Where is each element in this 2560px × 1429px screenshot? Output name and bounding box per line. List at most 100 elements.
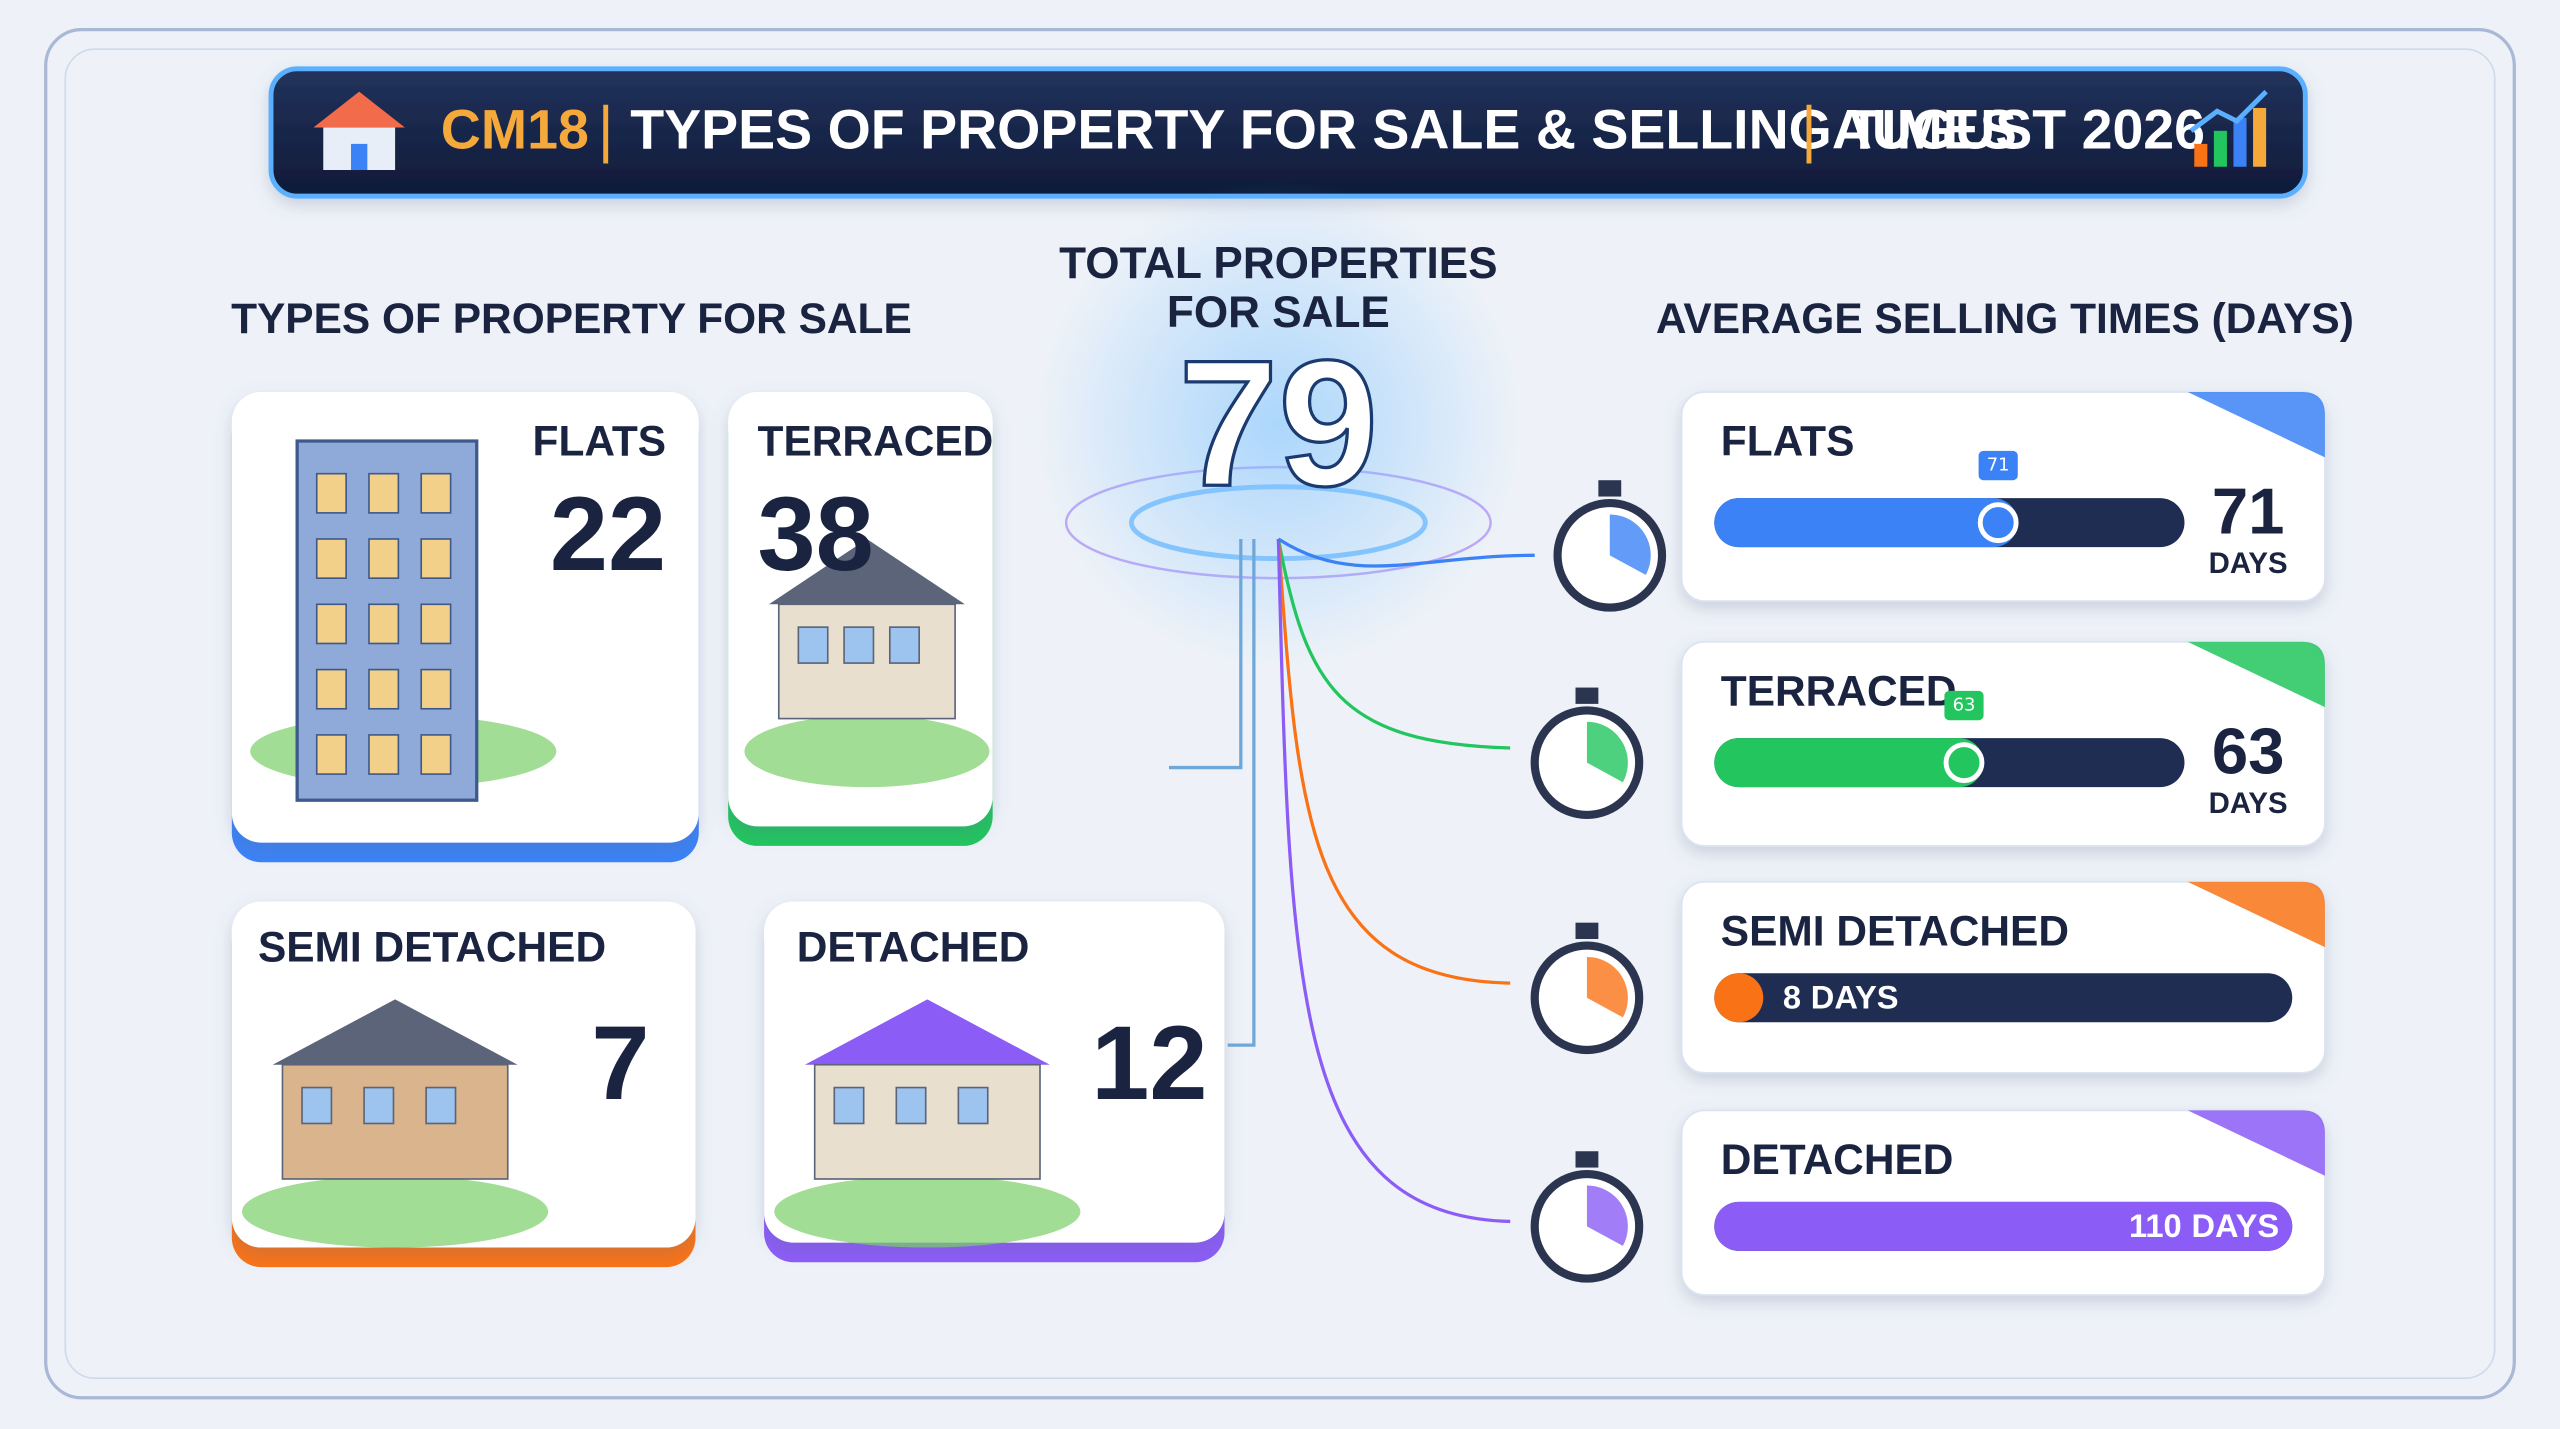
selling-time-row: SEMI DETACHED 8 DAYS <box>1530 881 2326 1074</box>
total-count: 79 <box>1178 323 1378 524</box>
card <box>1680 391 2326 602</box>
window <box>315 734 347 775</box>
stopwatch-sector <box>1609 514 1651 575</box>
property-card: SEMI DETACHED 7 <box>231 901 696 1268</box>
window <box>315 538 347 579</box>
days-unit: DAYS <box>1811 978 1899 1015</box>
bar <box>1714 738 1984 788</box>
roof <box>804 999 1050 1065</box>
total-label: FOR SALE <box>1167 288 1390 337</box>
stopwatch-button <box>1575 922 1599 939</box>
header-code: CM18 <box>441 99 589 161</box>
window <box>368 538 400 579</box>
days-unit: DAYS <box>2191 1207 2279 1244</box>
card-corner <box>2187 392 2325 458</box>
window <box>420 603 452 645</box>
lawn <box>744 715 990 788</box>
house-icon <box>313 91 405 171</box>
property-count: 12 <box>1091 1005 1207 1122</box>
window <box>425 1086 457 1125</box>
frame <box>44 27 2516 1400</box>
card-corner <box>2187 641 2325 708</box>
window <box>368 668 400 710</box>
property-count: 38 <box>758 476 874 593</box>
bar-name: FLATS <box>1721 418 1855 465</box>
days-unit: DAYS <box>2209 787 2288 820</box>
property-count: 22 <box>550 476 666 593</box>
window <box>888 626 920 664</box>
window <box>315 603 347 645</box>
days-value: 110 <box>2129 1207 2182 1244</box>
stopwatch-sector <box>1586 721 1628 783</box>
window <box>420 538 452 579</box>
lawn <box>774 1175 1081 1248</box>
days-value: 71 <box>2212 474 2285 547</box>
window <box>895 1086 927 1125</box>
property-card: FLATS 22 <box>231 392 699 863</box>
marker-bubble <box>1944 690 1984 721</box>
roof <box>768 538 965 605</box>
window <box>368 603 400 645</box>
roof <box>272 999 518 1065</box>
days-label: 8 DAYS <box>1783 978 1899 1015</box>
days-value: 63 <box>2212 714 2285 787</box>
lawn <box>242 1175 549 1248</box>
bar-name: DETACHED <box>1721 1136 1954 1183</box>
section-title: AVERAGE SELLING TIMES (DAYS) <box>1656 295 2354 342</box>
property-types: TYPES OF PROPERTY FOR SALE FLATS 22 TERRAC… <box>231 295 1225 1268</box>
header-date: AUGUST 2026 <box>1832 99 2205 161</box>
card-corner <box>2187 881 2325 948</box>
property-count: 7 <box>591 1005 649 1122</box>
bar-knob <box>1943 742 1985 784</box>
window <box>368 734 400 775</box>
window <box>797 626 829 664</box>
growth-icon <box>2189 89 2268 167</box>
property-name: FLATS <box>533 418 667 465</box>
glow <box>1033 179 1524 670</box>
header-title: TYPES OF PROPERTY FOR SALE & SELLING TIM… <box>630 99 2017 161</box>
card-corner <box>2187 1110 2325 1176</box>
window <box>420 734 452 775</box>
property-card: TERRACED 38 <box>728 392 993 846</box>
property-name: TERRACED <box>758 418 994 465</box>
bar <box>1714 498 2018 548</box>
days-value: 8 <box>1783 978 1801 1015</box>
window <box>420 472 452 514</box>
total-label: TOTAL PROPERTIES <box>1059 239 1497 288</box>
frame-inner <box>64 48 2496 1379</box>
bar <box>1714 1201 2293 1251</box>
window <box>363 1086 395 1125</box>
stopwatch-sector <box>1586 956 1628 1018</box>
days-label: 110 DAYS <box>2129 1207 2279 1244</box>
marker-value: 63 <box>1953 695 1976 716</box>
window <box>301 1086 333 1125</box>
window <box>368 472 400 514</box>
section-title: TYPES OF PROPERTY FOR SALE <box>231 295 912 342</box>
bar-track <box>1714 973 2293 1023</box>
property-name: DETACHED <box>797 924 1030 971</box>
bar-knob <box>1977 502 2019 544</box>
connectors <box>1168 537 1535 1224</box>
stopwatch-button <box>1575 687 1599 704</box>
marker-value: 71 <box>1987 455 2010 476</box>
bar <box>1714 973 1764 1023</box>
bar-name: TERRACED <box>1721 667 1957 714</box>
marker-bubble <box>1978 450 2018 481</box>
window <box>833 1086 865 1125</box>
stopwatch-button <box>1598 480 1622 497</box>
selling-time-row: DETACHED 110 DAYS <box>1530 1109 2326 1296</box>
property-name: SEMI DETACHED <box>258 924 606 971</box>
selling-times: AVERAGE SELLING TIMES (DAYS) FLATS7171DA… <box>1530 295 2354 1296</box>
window <box>957 1086 989 1125</box>
bar-name: SEMI DETACHED <box>1721 907 2069 954</box>
window <box>420 668 452 710</box>
days-unit: DAYS <box>2209 547 2288 580</box>
window <box>315 668 347 710</box>
stopwatch-sector <box>1586 1185 1628 1246</box>
window <box>315 472 347 514</box>
